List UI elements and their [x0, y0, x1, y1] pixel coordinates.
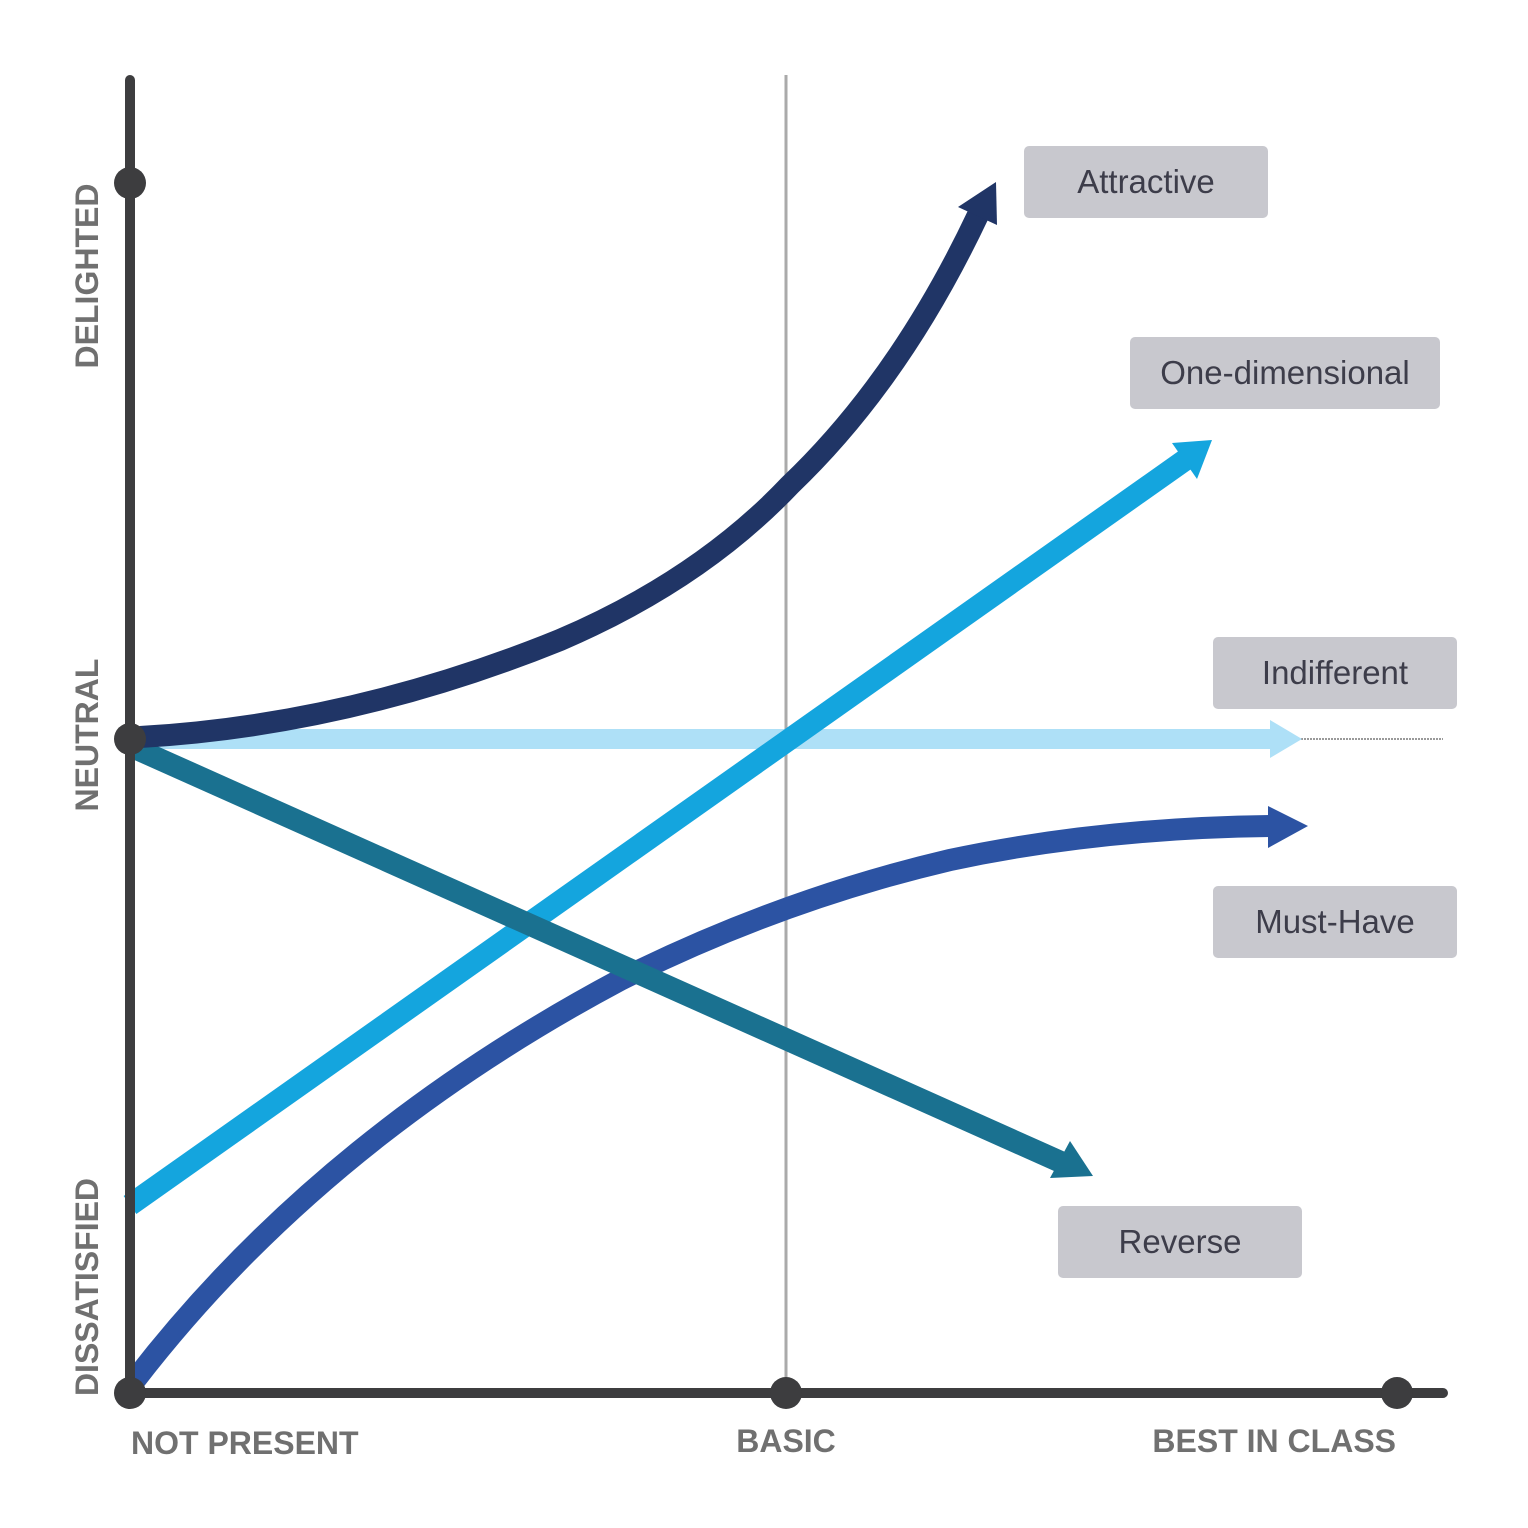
y-label-neutral: NEUTRAL: [69, 659, 105, 812]
label-reverse-text: Reverse: [1119, 1223, 1242, 1260]
label-reverse: Reverse: [1058, 1206, 1302, 1278]
label-indifferent: Indifferent: [1213, 637, 1457, 709]
delighted-marker: [114, 167, 146, 199]
best-in-class-marker: [1381, 1377, 1413, 1409]
x-label-basic: BASIC: [736, 1423, 836, 1459]
neutral-marker: [114, 723, 146, 755]
one-dimensional-curve: [123, 440, 1212, 1214]
label-one-dimensional: One-dimensional: [1130, 337, 1440, 409]
label-attractive: Attractive: [1024, 146, 1268, 218]
origin-marker: [114, 1377, 146, 1409]
x-label-best-in-class: BEST IN CLASS: [1152, 1423, 1396, 1459]
label-must-have: Must-Have: [1213, 886, 1457, 958]
label-attractive-text: Attractive: [1077, 163, 1215, 200]
attractive-curve: [139, 182, 997, 748]
label-one-dimensional-text: One-dimensional: [1160, 354, 1409, 391]
label-must-have-text: Must-Have: [1255, 903, 1415, 940]
x-label-not-present: NOT PRESENT: [131, 1425, 359, 1461]
must-have-curve: [126, 806, 1308, 1387]
reverse-curve: [125, 735, 1093, 1178]
y-label-delighted: DELIGHTED: [69, 184, 105, 369]
y-label-dissatisfied: DISSATISFIED: [69, 1178, 105, 1396]
indifferent-curve: [140, 720, 1302, 758]
basic-marker: [770, 1377, 802, 1409]
label-indifferent-text: Indifferent: [1262, 654, 1408, 691]
